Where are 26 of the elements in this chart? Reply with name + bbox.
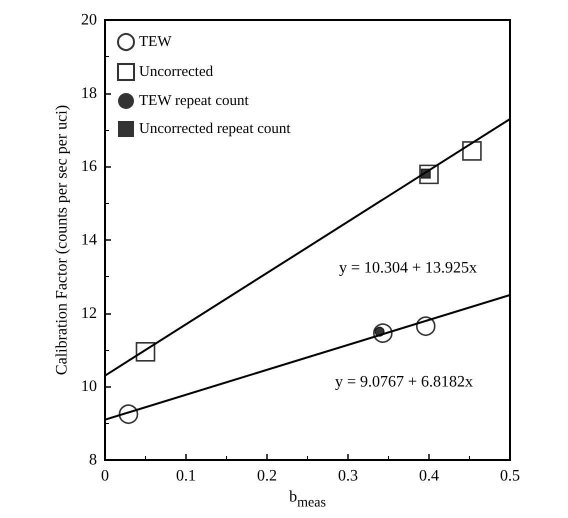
x-tick-label: 0.3 [338, 468, 358, 484]
x-tick-label: 0.4 [419, 468, 439, 484]
legend-label: Uncorrected repeat count [139, 121, 292, 137]
point [136, 342, 156, 362]
annotation: y = 9.0767 + 6.8182x [334, 374, 474, 390]
y-tick-label: 12 [81, 304, 97, 322]
point [419, 164, 439, 184]
y-tick-label: 14 [81, 232, 97, 248]
y-tick-label: 18 [81, 84, 97, 102]
x-tick-label: 0 [101, 468, 109, 484]
y-tick-label: 20 [81, 12, 97, 28]
y-tick-label: 8 [89, 452, 97, 468]
y-tick-label: 16 [81, 158, 97, 176]
x-tick-label: 0.2 [257, 468, 277, 484]
point [462, 141, 482, 161]
x-tick-label: 0.1 [176, 468, 196, 484]
legend-label: Uncorrected [139, 64, 214, 80]
legend-label: TEW repeat count [139, 93, 250, 109]
point [373, 323, 393, 343]
legend-label: TEW [139, 34, 172, 50]
annotation: y = 10.304 + 13.925x [338, 260, 478, 276]
y-tick-label: 10 [81, 378, 97, 396]
x-tick-label: 0.5 [500, 468, 520, 484]
point [118, 404, 138, 424]
y-axis-title: Calibration Factor (counts per sec per uci) [54, 104, 71, 376]
point [416, 316, 436, 336]
